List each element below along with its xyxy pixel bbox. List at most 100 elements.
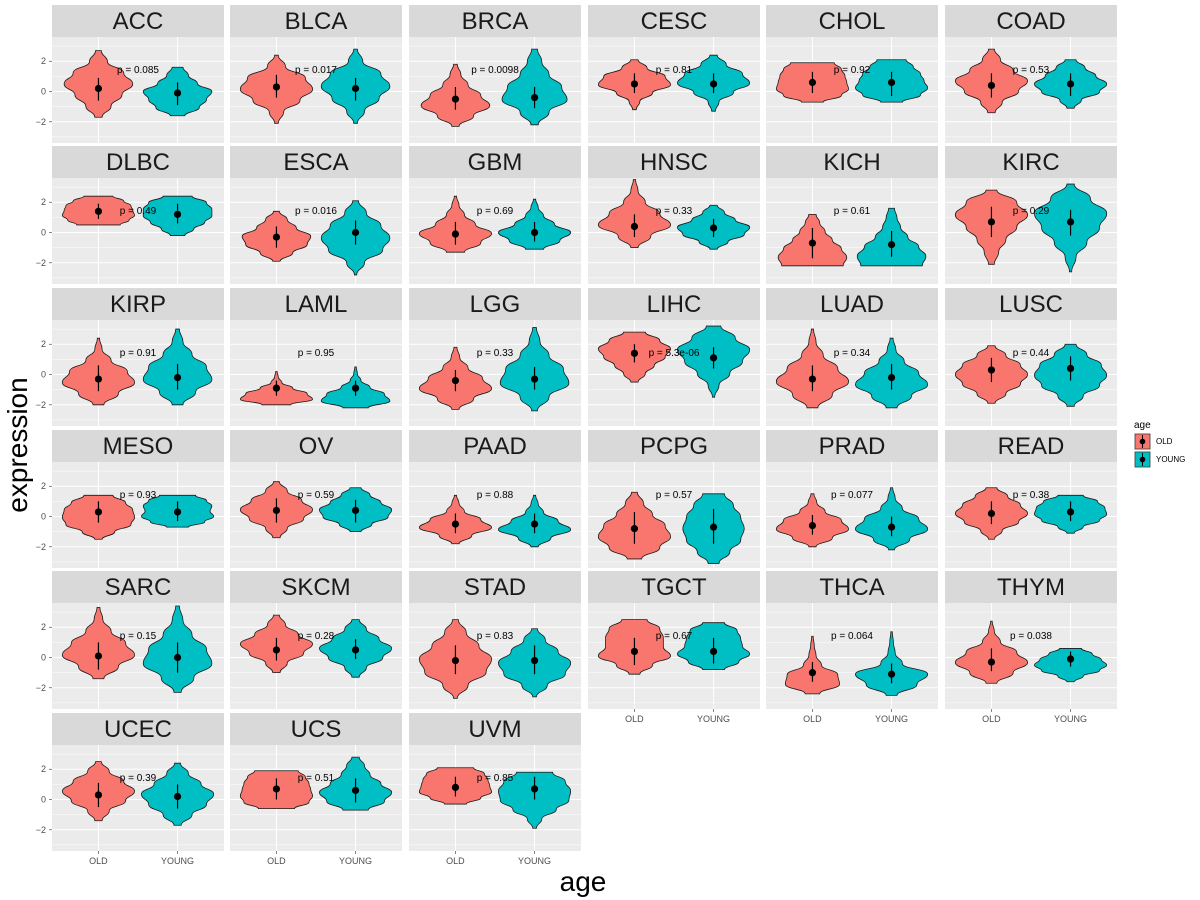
- strip-read: [945, 430, 1117, 462]
- panel-bg-kich: [766, 178, 938, 284]
- y-tick-label: −2: [36, 400, 46, 410]
- x-tick-label: YOUNG: [161, 856, 194, 866]
- median-point-old: [94, 508, 103, 516]
- strip-label-hnsc: HNSC: [640, 149, 708, 176]
- median-point-old: [630, 349, 639, 357]
- p-value-label: p = 0.95: [298, 348, 335, 359]
- y-tick-labels: −2 0 2 −2 0 2 −2 0 2 −2 0 2 −2 0 2 −2 0 2: [36, 56, 52, 835]
- strip-meso: [52, 430, 224, 462]
- strip-pcpg: [588, 430, 760, 462]
- p-value-label: p = 0.38: [1013, 490, 1050, 501]
- median-point-old: [94, 375, 103, 383]
- median-point-old: [808, 239, 817, 247]
- median-point-young: [530, 93, 539, 102]
- strip-chol: [766, 5, 938, 37]
- strip-label-cesc: CESC: [641, 8, 708, 35]
- strip-label-acc: ACC: [113, 8, 164, 35]
- legend-title: age: [1134, 420, 1151, 431]
- median-point-young: [709, 80, 718, 88]
- x-axis-title: age: [560, 866, 607, 897]
- median-point-young: [351, 506, 360, 515]
- panel-bg-paad: [409, 462, 581, 568]
- strip-acc: [52, 5, 224, 37]
- p-value-label: p = 0.69: [477, 206, 514, 217]
- strip-coad: [945, 5, 1117, 37]
- p-value-label: p = 0.017: [295, 65, 337, 76]
- x-tick-label: YOUNG: [875, 714, 908, 724]
- panel-dlbc: DLBC p = 0.49: [52, 146, 224, 284]
- strip-label-gbm: GBM: [468, 149, 523, 176]
- median-point-old: [808, 375, 817, 383]
- median-point-young: [530, 228, 539, 237]
- p-value-label: p = 0.83: [477, 631, 514, 642]
- median-point-young: [887, 78, 896, 87]
- median-point-young: [1066, 218, 1075, 226]
- median-point-old: [630, 222, 639, 231]
- strip-label-esca: ESCA: [283, 149, 348, 176]
- p-value-label: p = 0.29: [1013, 206, 1050, 217]
- panel-kirc: KIRC p = 0.29: [945, 146, 1117, 284]
- strip-label-paad: PAAD: [463, 433, 527, 460]
- median-point-old: [451, 95, 460, 103]
- p-value-label: p = 0.61: [834, 206, 871, 217]
- x-tick-label: OLD: [982, 714, 1001, 724]
- median-point-young: [1066, 80, 1075, 88]
- legend-point-old: [1139, 438, 1146, 445]
- median-point-old: [987, 81, 996, 90]
- strip-paad: [409, 430, 581, 462]
- median-point-young: [887, 670, 896, 678]
- y-tick-label: 0: [41, 370, 46, 380]
- strip-stad: [409, 571, 581, 603]
- legend-label-old: OLD: [1156, 437, 1173, 446]
- median-point-young: [1066, 508, 1075, 516]
- panel-kich: KICH p = 0.61: [766, 146, 938, 284]
- strip-kirp: [52, 288, 224, 320]
- y-tick-label: 2: [41, 764, 46, 774]
- median-point-young: [530, 375, 539, 383]
- panel-ov: OV p = 0.59: [230, 430, 402, 568]
- y-tick-label: 0: [41, 228, 46, 238]
- panel-tgct: TGCT p = 0.67: [588, 571, 760, 709]
- panel-skcm: SKCM p = 0.28: [230, 571, 402, 709]
- panel-paad: PAAD p = 0.88: [409, 430, 581, 568]
- median-point-young: [351, 384, 360, 392]
- median-point-old: [987, 658, 996, 666]
- median-point-old: [630, 647, 639, 656]
- strip-label-lusc: LUSC: [999, 291, 1063, 318]
- p-value-label: p = 5.3e-06: [649, 348, 700, 359]
- y-tick-label: 2: [41, 56, 46, 66]
- median-point-young: [173, 210, 182, 218]
- median-point-old: [272, 384, 281, 392]
- strip-prad: [766, 430, 938, 462]
- strip-ov: [230, 430, 402, 462]
- strip-label-thca: THCA: [819, 574, 884, 601]
- y-axis-title: expression: [2, 377, 33, 512]
- median-point-old: [272, 83, 281, 91]
- strip-brca: [409, 5, 581, 37]
- median-point-young: [530, 785, 539, 793]
- strip-kirc: [945, 146, 1117, 178]
- median-point-old: [987, 366, 996, 374]
- strip-label-ov: OV: [299, 433, 334, 460]
- panel-bg-laml: [230, 320, 402, 426]
- panel-thym: THYM p = 0.038: [945, 571, 1117, 709]
- panel-esca: ESCA p = 0.016: [230, 146, 402, 284]
- p-value-label: p = 0.93: [120, 490, 157, 501]
- panel-lgg: LGG p = 0.33: [409, 288, 581, 426]
- panel-coad: COAD p = 0.53: [945, 5, 1117, 143]
- strip-label-kich: KICH: [823, 149, 880, 176]
- p-value-label: p = 0.15: [120, 631, 157, 642]
- p-value-label: p = 0.33: [656, 206, 693, 217]
- strip-luad: [766, 288, 938, 320]
- median-point-old: [94, 791, 103, 799]
- median-point-young: [709, 523, 718, 531]
- strip-label-laml: LAML: [285, 291, 348, 318]
- panel-pcpg: PCPG p = 0.57: [588, 430, 760, 568]
- p-value-label: p = 0.085: [117, 65, 159, 76]
- strip-label-tgct: TGCT: [641, 574, 707, 601]
- strip-label-thym: THYM: [997, 574, 1065, 601]
- median-point-young: [351, 786, 360, 795]
- strip-label-uvm: UVM: [468, 716, 521, 743]
- strip-ucec: [52, 713, 224, 745]
- strip-thym: [945, 571, 1117, 603]
